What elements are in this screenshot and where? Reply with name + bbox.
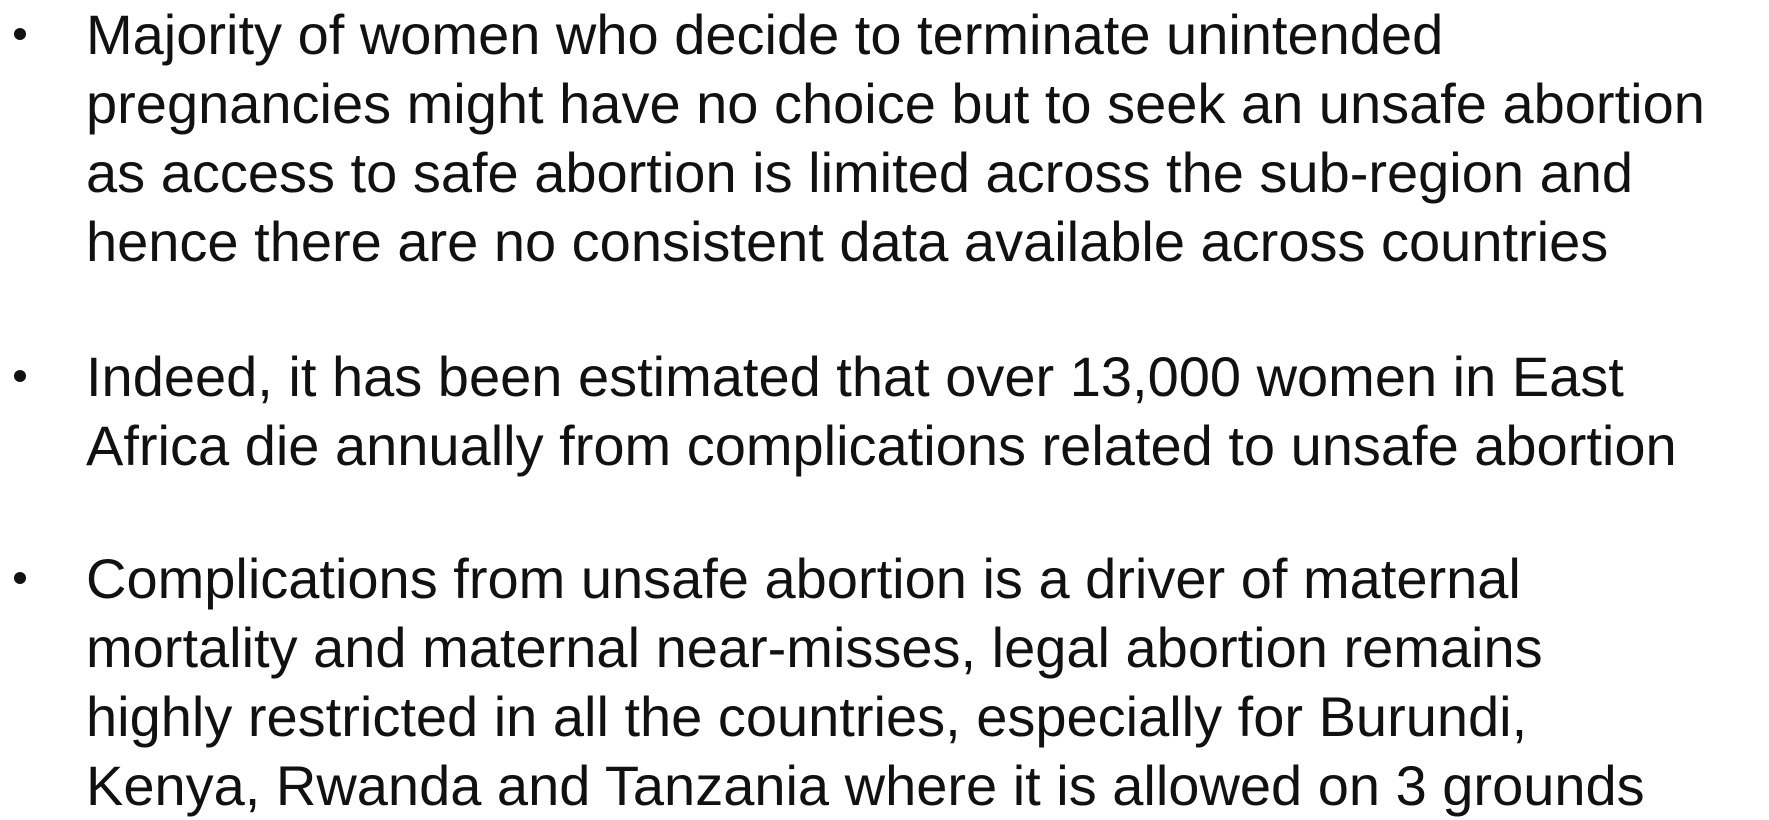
bullet-text-line: pregnancies might have no choice but to … [86, 72, 1705, 135]
bullet-text-line: Africa die annually from complications r… [86, 414, 1677, 477]
bullet-dot [14, 370, 26, 382]
bullet-text-line: mortality and maternal near-misses, lega… [86, 616, 1543, 679]
bullet-text-line: Complications from unsafe abortion is a … [86, 547, 1521, 610]
bullet-text-line: Majority of women who decide to terminat… [86, 3, 1444, 66]
bullet-text-line: Kenya, Rwanda and Tanzania where it is a… [86, 754, 1645, 817]
bullet-text-line: highly restricted in all the countries, … [86, 685, 1528, 748]
bullet-text-line: hence there are no consistent data avail… [86, 210, 1609, 273]
bullet-dot [14, 28, 26, 40]
bullet-dot [14, 572, 26, 584]
bullet-text-line: as access to safe abortion is limited ac… [86, 141, 1634, 204]
bullet-text-line: Indeed, it has been estimated that over … [86, 345, 1624, 408]
